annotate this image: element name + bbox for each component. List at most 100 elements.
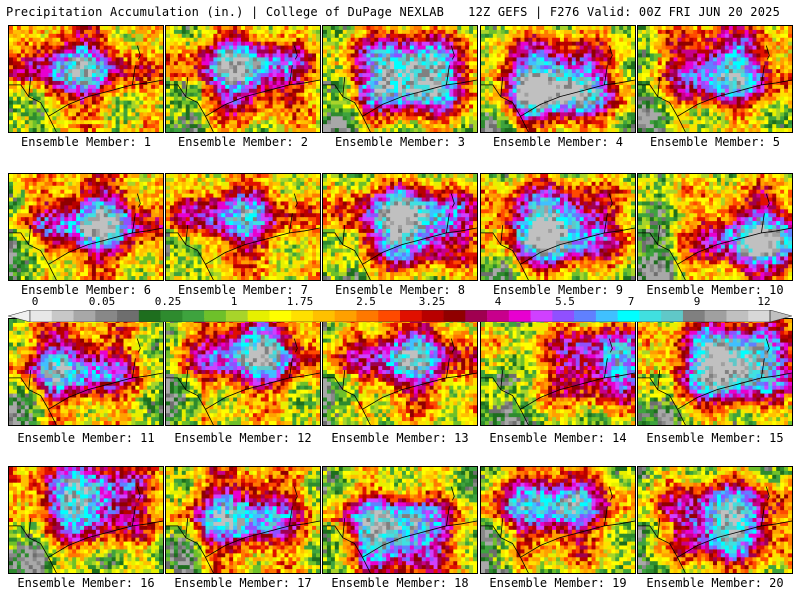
precip-field	[323, 467, 477, 573]
colorbar-tick-label: 3.25	[419, 295, 446, 308]
ensemble-member-label: Ensemble Member: 5	[637, 135, 793, 149]
ensemble-map-panel	[8, 173, 164, 281]
colorbar	[8, 310, 792, 322]
border-lines	[481, 193, 635, 280]
colorbar-swatch	[465, 310, 488, 322]
ensemble-member-label: Ensemble Member: 12	[165, 431, 321, 445]
colorbar-tick-label: 0.25	[155, 295, 182, 308]
colorbar-swatch	[726, 310, 749, 322]
border-lines	[166, 338, 320, 425]
precip-field	[166, 319, 320, 425]
colorbar-swatch	[182, 310, 205, 322]
ensemble-map-panel	[637, 173, 793, 281]
colorbar-swatch	[595, 310, 618, 322]
precip-field	[638, 26, 792, 132]
ensemble-member-label: Ensemble Member: 20	[637, 576, 793, 590]
border-lines	[481, 338, 635, 425]
border-lines	[166, 193, 320, 280]
colorbar-tick-label: 4	[495, 295, 502, 308]
ensemble-member-label: Ensemble Member: 3	[322, 135, 478, 149]
border-lines	[323, 338, 477, 425]
ensemble-map-panel	[165, 173, 321, 281]
ensemble-member-label: Ensemble Member: 1	[8, 135, 164, 149]
colorbar-swatch	[73, 310, 96, 322]
ensemble-map-panel	[480, 318, 636, 426]
colorbar-tick-label: 1	[231, 295, 238, 308]
colorbar-min-arrow	[8, 310, 31, 322]
precip-field	[166, 467, 320, 573]
border-lines	[638, 486, 792, 573]
colorbar-swatch	[443, 310, 466, 322]
colorbar-tick-label: 0	[32, 295, 39, 308]
colorbar-swatch	[617, 310, 640, 322]
ensemble-map-panel	[637, 466, 793, 574]
colorbar-swatch	[117, 310, 140, 322]
ensemble-map-panel	[322, 173, 478, 281]
valid-time: 12Z GEFS | F276 Valid: 00Z FRI JUN 20 20…	[468, 5, 780, 19]
ensemble-member-label: Ensemble Member: 19	[480, 576, 636, 590]
ensemble-member-label: Ensemble Member: 17	[165, 576, 321, 590]
precip-field	[9, 26, 163, 132]
colorbar-swatch	[682, 310, 706, 322]
colorbar-tick-label: 2.5	[356, 295, 376, 308]
border-lines	[323, 486, 477, 573]
precip-field	[323, 174, 477, 280]
colorbar-tick-label: 9	[694, 295, 701, 308]
border-lines	[638, 193, 792, 280]
colorbar-swatch	[704, 310, 727, 322]
ensemble-map-panel	[8, 318, 164, 426]
colorbar-swatch	[95, 310, 118, 322]
border-lines	[638, 338, 792, 425]
ensemble-member-label: Ensemble Member: 2	[165, 135, 321, 149]
colorbar-swatch	[269, 310, 292, 322]
precip-field	[481, 174, 635, 280]
colorbar-swatch	[552, 310, 575, 322]
map-title: Precipitation Accumulation (in.) | Colle…	[6, 5, 444, 19]
colorbar-swatch	[291, 310, 314, 322]
colorbar-swatch	[334, 310, 357, 322]
colorbar-swatch	[661, 310, 684, 322]
precip-field	[9, 174, 163, 280]
colorbar-swatch	[421, 310, 444, 322]
ensemble-member-label: Ensemble Member: 13	[322, 431, 478, 445]
border-lines	[323, 45, 477, 132]
precip-field	[481, 467, 635, 573]
colorbar-tick-label: 1.75	[287, 295, 314, 308]
border-lines	[9, 338, 163, 425]
ensemble-member-label: Ensemble Member: 6	[8, 283, 164, 297]
colorbar-swatch	[160, 310, 183, 322]
colorbar-tick-label: 0.05	[89, 295, 116, 308]
colorbar-swatch	[356, 310, 379, 322]
colorbar-swatch	[748, 310, 771, 322]
border-lines	[9, 486, 163, 573]
precip-field	[323, 319, 477, 425]
precip-field	[481, 26, 635, 132]
border-lines	[166, 45, 320, 132]
colorbar-swatch	[312, 310, 336, 322]
ensemble-map-panel	[480, 173, 636, 281]
ensemble-map-panel	[8, 25, 164, 133]
precip-field	[9, 319, 163, 425]
ensemble-member-label: Ensemble Member: 11	[8, 431, 164, 445]
ensemble-map-panel	[480, 25, 636, 133]
ensemble-member-label: Ensemble Member: 4	[480, 135, 636, 149]
ensemble-member-label: Ensemble Member: 7	[165, 283, 321, 297]
border-lines	[9, 45, 163, 132]
border-lines	[9, 193, 163, 280]
precip-field	[166, 26, 320, 132]
colorbar-swatch	[51, 310, 74, 322]
ensemble-member-label: Ensemble Member: 10	[637, 283, 793, 297]
colorbar-tick-label: 5.5	[555, 295, 575, 308]
colorbar-tick-label: 7	[628, 295, 635, 308]
ensemble-map-panel	[322, 466, 478, 574]
precip-field	[481, 319, 635, 425]
ensemble-member-label: Ensemble Member: 8	[322, 283, 478, 297]
ensemble-member-label: Ensemble Member: 14	[480, 431, 636, 445]
colorbar-swatch	[247, 310, 270, 322]
ensemble-map-panel	[165, 466, 321, 574]
precip-field	[638, 467, 792, 573]
border-lines	[481, 486, 635, 573]
colorbar-swatch	[400, 310, 423, 322]
border-lines	[323, 193, 477, 280]
colorbar-swatch	[487, 310, 510, 322]
